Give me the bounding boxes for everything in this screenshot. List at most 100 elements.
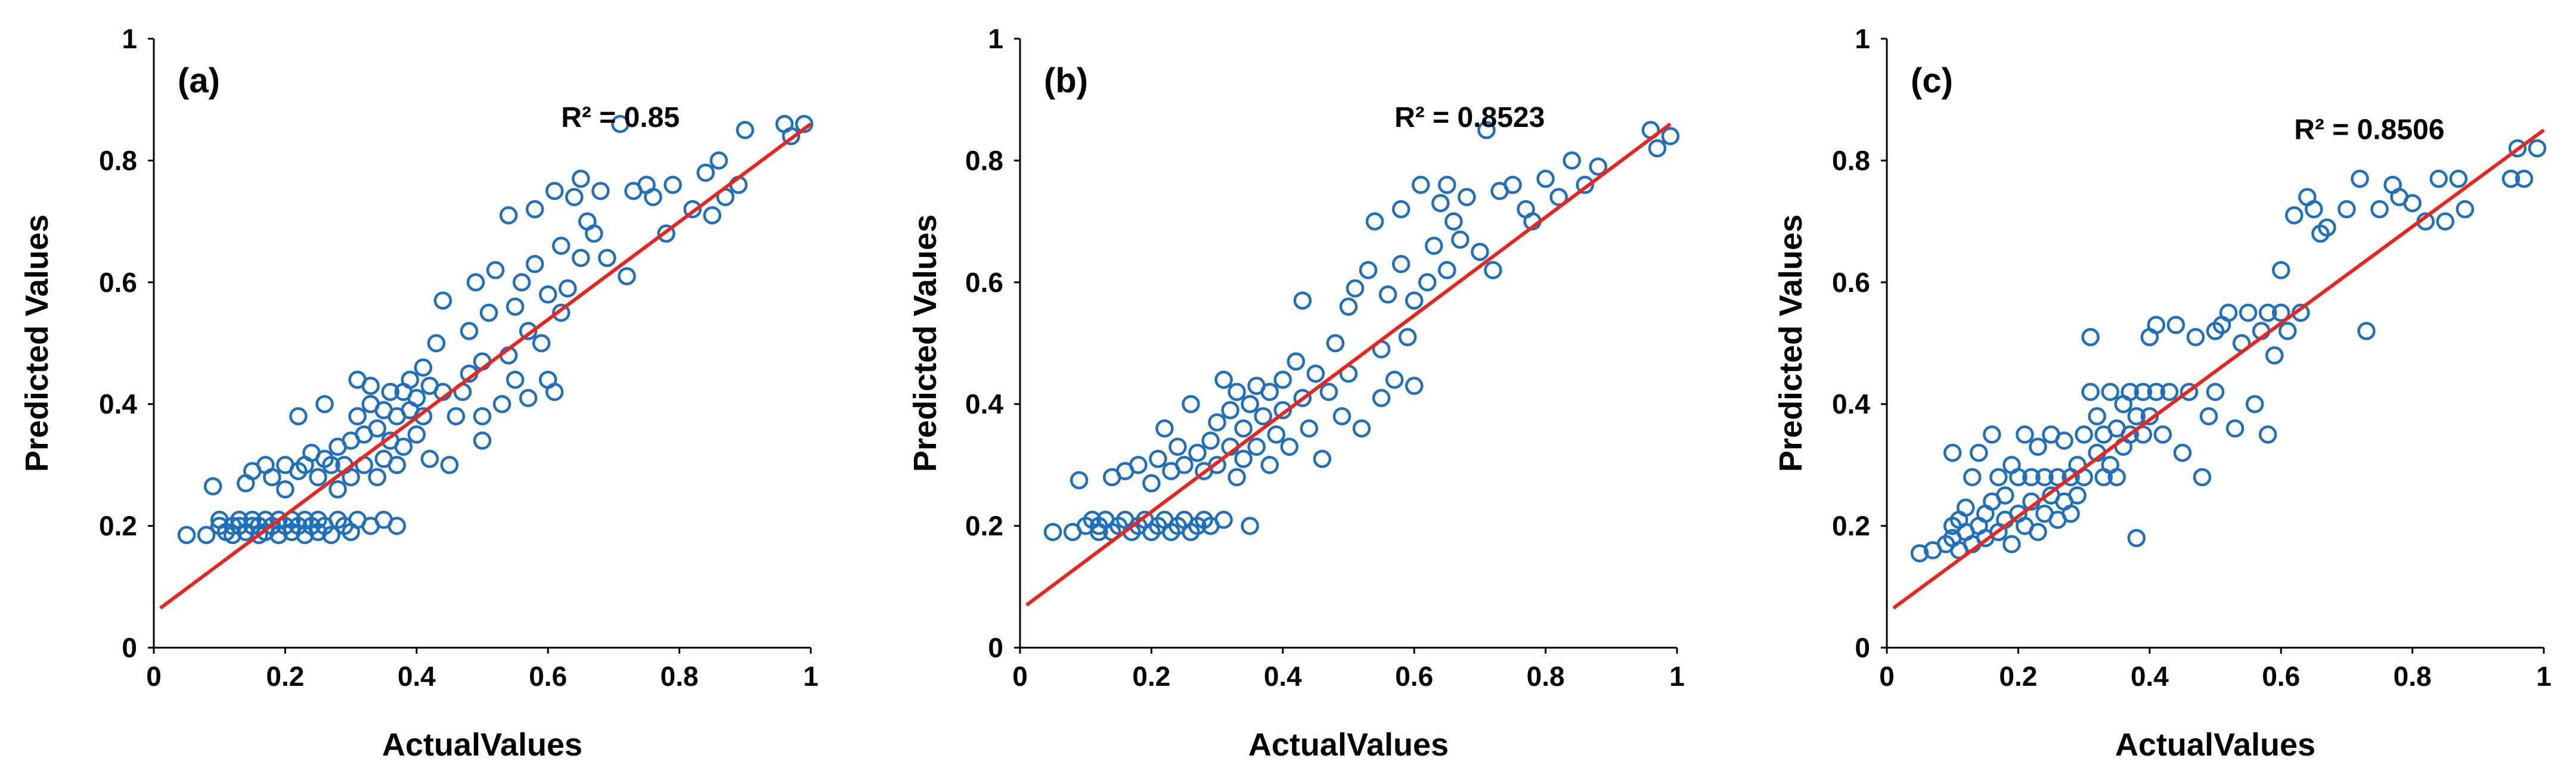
- data-point: [1339, 297, 1358, 316]
- data-point: [2022, 468, 2041, 487]
- data-point: [2081, 328, 2100, 347]
- y-tick-label: 0: [988, 632, 1003, 663]
- data-point: [538, 285, 557, 304]
- data-point: [1208, 456, 1226, 474]
- data-point: [1267, 425, 1286, 444]
- data-point: [1411, 176, 1430, 194]
- data-point: [394, 437, 413, 456]
- data-point: [1260, 456, 1279, 474]
- data-point: [1352, 419, 1371, 438]
- data-point: [657, 224, 675, 243]
- data-point: [1319, 383, 1338, 402]
- data-point: [2501, 169, 2521, 188]
- data-point: [1431, 194, 1450, 213]
- data-point: [1391, 254, 1411, 273]
- data-point: [1273, 401, 1292, 419]
- data-point: [381, 383, 399, 402]
- scatter-panel-b: 0 0.2 0.4 0.6 0.8 1 0 0.2 0.4 0.6 0.8 1 ActualValues…: [907, 23, 1685, 763]
- data-point: [2107, 468, 2126, 487]
- data-point: [565, 188, 584, 206]
- data-point: [492, 394, 512, 414]
- data-point: [407, 388, 426, 408]
- data-point: [1484, 261, 1502, 279]
- data-point: [427, 334, 446, 353]
- data-point: [1129, 456, 1148, 474]
- data-point: [276, 480, 295, 499]
- data-point: [388, 517, 406, 535]
- data-point: [289, 407, 308, 425]
- data-point: [2258, 303, 2277, 322]
- data-point: [2449, 169, 2467, 188]
- data-point: [2403, 194, 2422, 213]
- x-tick-label: 0.2: [1999, 661, 2037, 692]
- data-point: [1149, 449, 1167, 468]
- trendline: [1025, 122, 1672, 607]
- data-point: [611, 114, 630, 133]
- data-point: [1365, 212, 1384, 231]
- data-point: [1287, 352, 1306, 371]
- data-point: [2160, 383, 2179, 402]
- data-point: [1241, 517, 1259, 535]
- data-point: [447, 407, 466, 425]
- x-tick-label: 0.4: [1264, 661, 1302, 692]
- y-tick-label: 0.8: [965, 145, 1003, 176]
- data-point: [2153, 425, 2172, 444]
- y-tick-label: 0.6: [965, 267, 1003, 298]
- y-tick-label: 0.2: [1832, 511, 1870, 542]
- data-point: [2029, 523, 2047, 542]
- data-point: [2127, 407, 2146, 425]
- data-point: [1201, 431, 1220, 450]
- data-point: [2121, 383, 2139, 402]
- x-tick-label: 0.4: [398, 661, 436, 692]
- data-point: [1155, 419, 1174, 438]
- data-point: [1188, 443, 1207, 462]
- x-tick-label: 0: [1879, 661, 1895, 692]
- data-point: [1372, 388, 1391, 408]
- data-point: [696, 163, 715, 182]
- x-axis-label: ActualValues: [382, 727, 582, 763]
- data-point: [1563, 151, 1581, 170]
- data-point: [1254, 407, 1272, 425]
- data-point: [2029, 437, 2047, 456]
- data-point: [1536, 169, 1555, 188]
- data-point: [2055, 431, 2073, 450]
- data-point: [644, 188, 662, 206]
- x-tick-label: 0.8: [1527, 661, 1565, 692]
- data-point: [1576, 176, 1594, 194]
- y-tick-label: 1: [988, 23, 1003, 54]
- data-point: [203, 477, 222, 496]
- r-squared-label: R² = 0.8506: [2294, 114, 2444, 146]
- data-point: [1313, 449, 1332, 468]
- x-tick-label: 0.8: [661, 661, 699, 692]
- data-point: [1273, 371, 1292, 389]
- data-point: [2508, 139, 2527, 158]
- data-point: [1214, 371, 1233, 389]
- data-point: [1221, 401, 1239, 419]
- data-point: [1280, 437, 1299, 456]
- data-point: [1425, 237, 1443, 255]
- data-point: [499, 206, 518, 225]
- data-point: [2429, 169, 2448, 188]
- data-point: [1346, 279, 1365, 298]
- trendline: [1892, 128, 2545, 610]
- data-point: [1234, 419, 1253, 438]
- data-point: [2245, 394, 2264, 414]
- data-point: [782, 127, 801, 145]
- data-point: [1458, 188, 1476, 206]
- data-point: [519, 322, 538, 340]
- data-point: [1247, 437, 1266, 456]
- data-point: [2193, 468, 2212, 487]
- data-point: [1168, 437, 1187, 456]
- x-tick-label: 0.4: [2131, 661, 2169, 692]
- data-point: [388, 456, 406, 474]
- data-point: [598, 248, 616, 268]
- data-point: [1227, 468, 1246, 487]
- data-point: [1306, 364, 1325, 383]
- data-point: [2219, 303, 2238, 322]
- y-tick-label: 0.2: [99, 511, 137, 542]
- data-point: [795, 114, 814, 133]
- data-point: [433, 291, 452, 310]
- data-point: [368, 468, 386, 487]
- x-tick-label: 1: [1669, 661, 1685, 692]
- data-point: [2081, 383, 2100, 402]
